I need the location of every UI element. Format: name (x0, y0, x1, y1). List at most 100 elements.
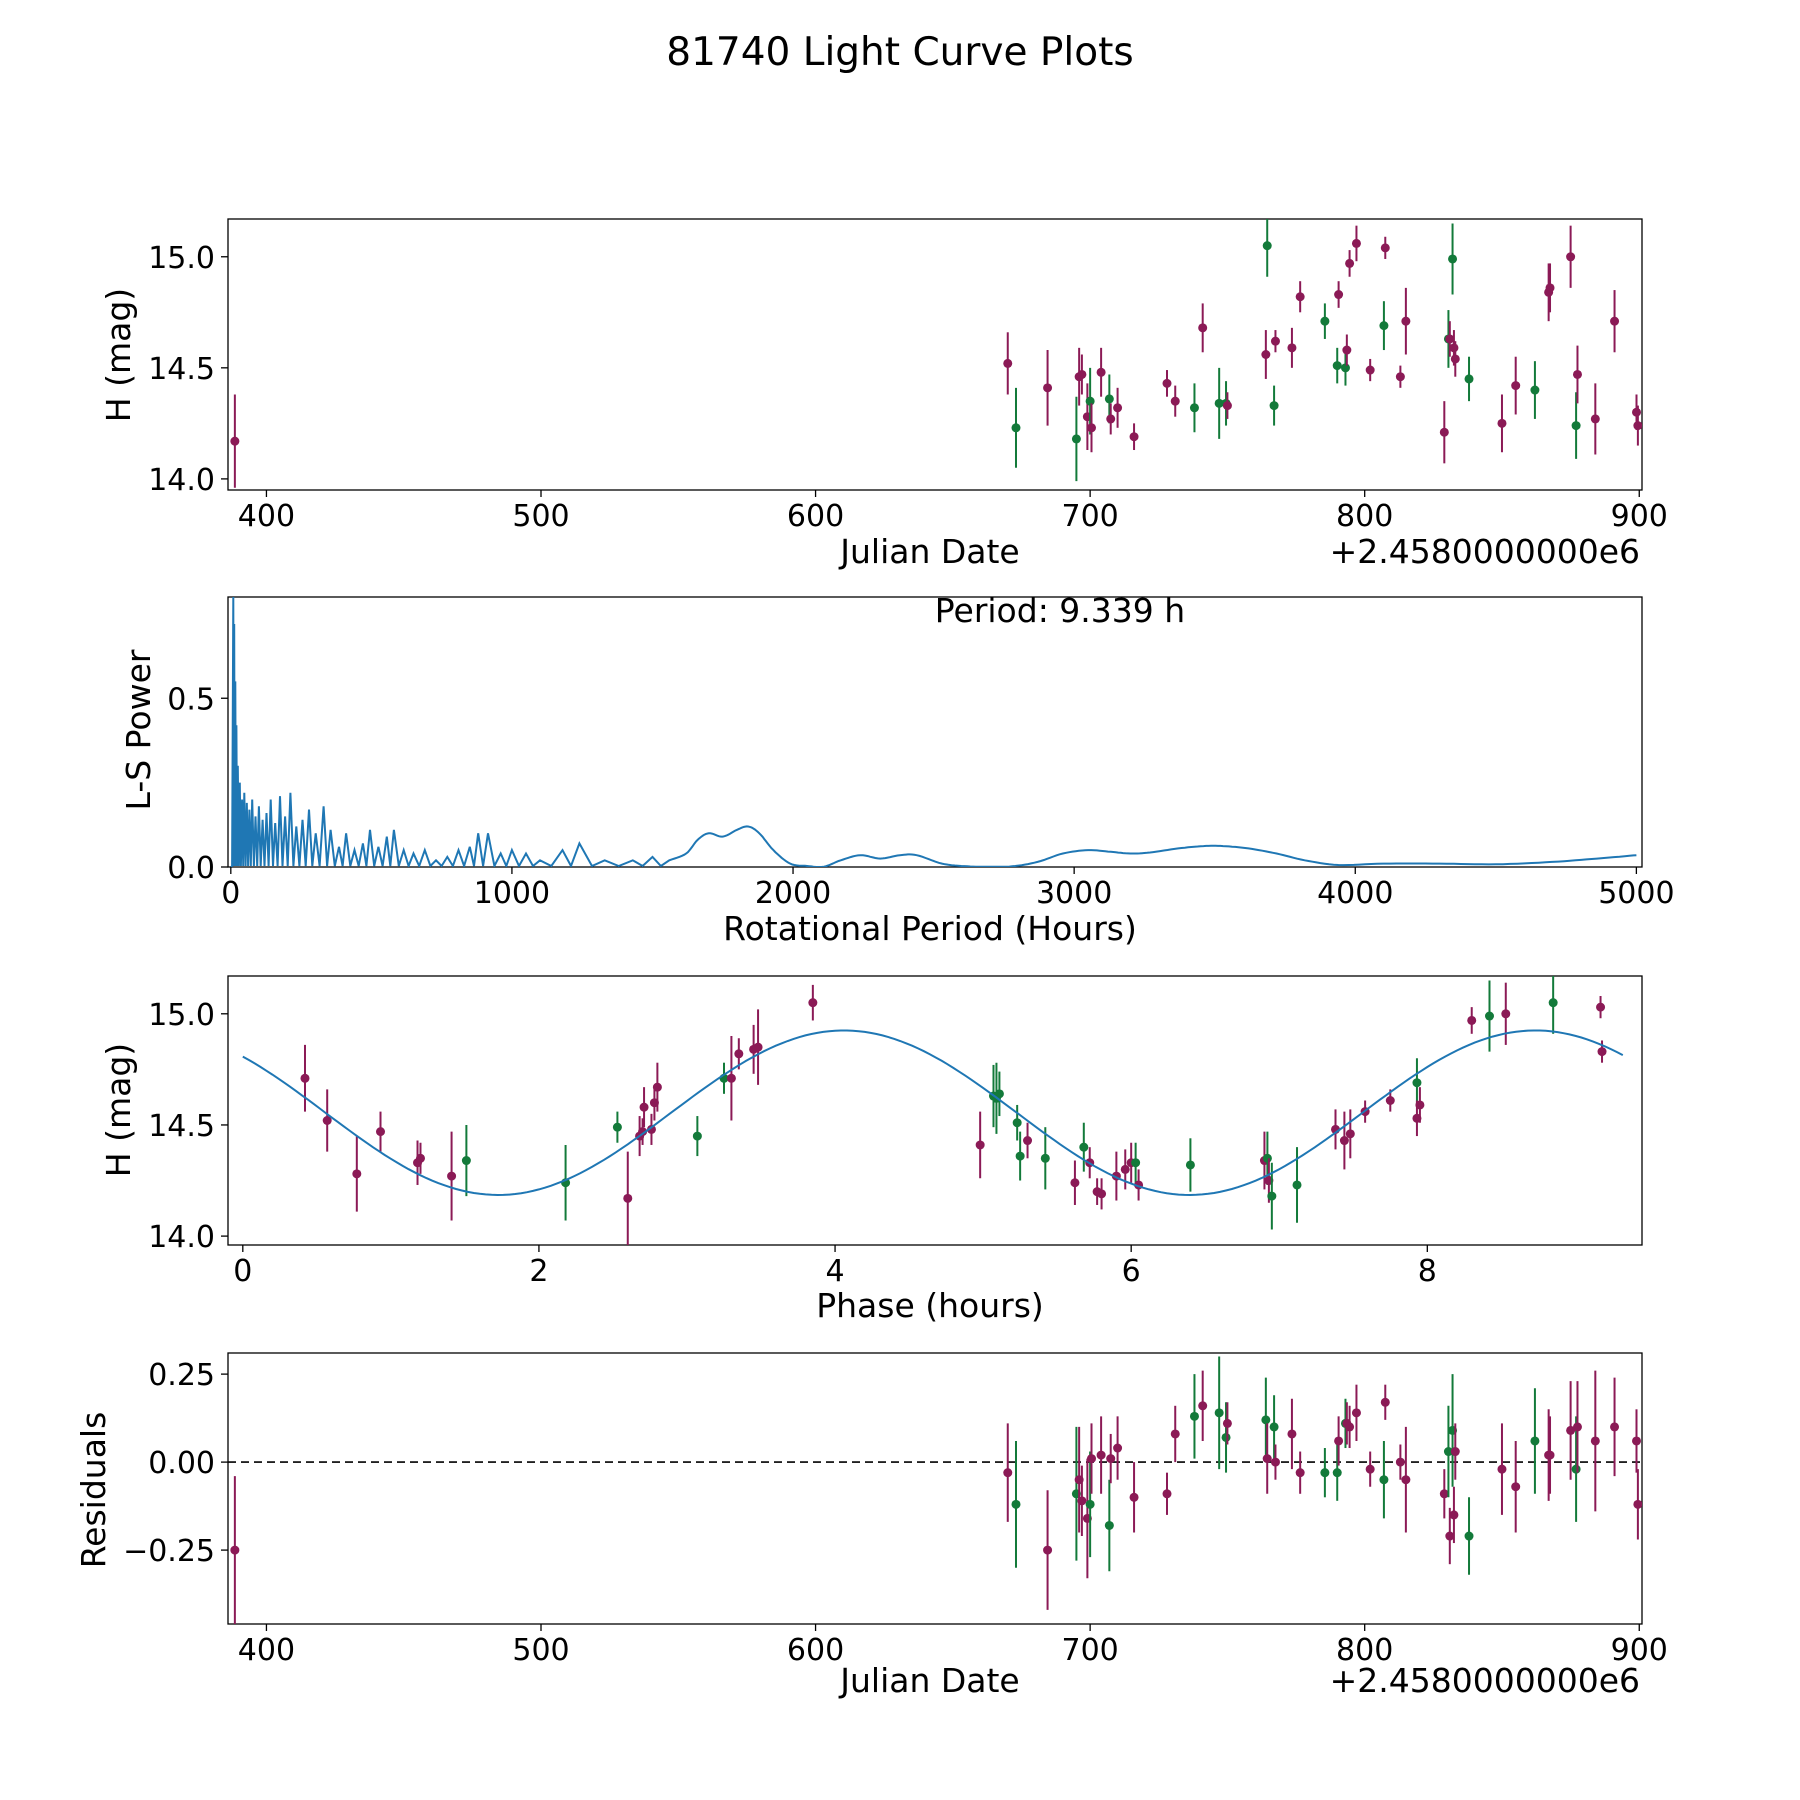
data-point (1292, 1180, 1302, 1190)
x-tick-label: 400 (238, 1633, 295, 1668)
data-point (1087, 1454, 1097, 1464)
data-point (1012, 1118, 1022, 1128)
data-point (1530, 385, 1540, 395)
data-point (1633, 421, 1642, 431)
data-point (300, 1073, 310, 1083)
x-tick-label: 1000 (474, 876, 550, 911)
data-point (1497, 418, 1507, 428)
x-tick-label: 2000 (755, 876, 831, 911)
data-point (1566, 1425, 1576, 1435)
data-point (1545, 283, 1555, 293)
data-point (612, 1122, 622, 1132)
data-point (230, 1545, 240, 1555)
plot-frame (227, 596, 1643, 868)
figure-title: 81740 Light Curve Plots (666, 30, 1133, 75)
data-point (1633, 1499, 1642, 1509)
data-point (1287, 343, 1297, 353)
y-tick-label: 0.25 (148, 1358, 215, 1393)
data-point (1632, 1436, 1642, 1446)
data-point (1214, 398, 1224, 408)
data-point (975, 1140, 985, 1150)
data-point (1365, 1464, 1375, 1474)
data-point (1401, 1475, 1411, 1485)
y-tick-label: 0.00 (148, 1446, 215, 1481)
x-tick-label: 6 (1122, 1254, 1141, 1289)
model-curve (242, 1029, 1624, 1197)
y-tick-label: 15.0 (148, 241, 215, 276)
data-point (1043, 383, 1053, 393)
data-point (1170, 1429, 1180, 1439)
data-point (1077, 1496, 1087, 1506)
data-point (1170, 396, 1180, 406)
data-point (322, 1116, 332, 1126)
data-point (1269, 401, 1279, 411)
data-point (1222, 401, 1232, 411)
data-point (1545, 1450, 1555, 1460)
data-layer (230, 219, 1642, 488)
data-layer (230, 1356, 1642, 1624)
residuals-xlabel: Julian Date (838, 1661, 1020, 1700)
data-point (1040, 1153, 1050, 1163)
data-point (1011, 423, 1021, 433)
data-point (1572, 1422, 1582, 1432)
data-point (1077, 369, 1087, 379)
periodogram-line (230, 597, 1637, 867)
x-tick-label: 0 (221, 876, 240, 911)
data-point (230, 436, 240, 446)
light-curve-offset-label: +2.4580000000e6 (1330, 532, 1640, 571)
data-point (639, 1102, 649, 1112)
data-point (1572, 369, 1582, 379)
x-tick-label: 800 (1336, 1633, 1393, 1668)
y-tick-label: 0.0 (167, 851, 215, 886)
y-tick-label: 0.5 (167, 682, 215, 717)
data-point (415, 1153, 425, 1163)
data-point (1270, 1457, 1280, 1467)
data-point (1610, 316, 1620, 326)
x-tick-label: 600 (787, 499, 844, 534)
data-point (1379, 321, 1389, 331)
data-point (1345, 1422, 1355, 1432)
x-tick-label: 400 (238, 499, 295, 534)
data-point (1345, 258, 1355, 268)
data-point (1222, 1418, 1232, 1428)
data-point (1104, 1520, 1114, 1530)
data-point (652, 1082, 662, 1092)
data-point (1106, 1454, 1116, 1464)
data-point (1043, 1545, 1053, 1555)
data-point (1610, 1422, 1620, 1432)
y-tick-label: 14.5 (148, 1109, 215, 1144)
x-tick-label: 4 (826, 1254, 845, 1289)
x-tick-label: 800 (1336, 499, 1393, 534)
residuals-offset-label: +2.4580000000e6 (1330, 1661, 1640, 1700)
data-point (376, 1127, 386, 1137)
periodogram-xlabel: Rotational Period (Hours) (723, 909, 1137, 948)
data-point (1015, 1151, 1025, 1161)
data-point (1511, 1482, 1521, 1492)
data-point (1597, 1047, 1607, 1057)
data-point (1632, 407, 1642, 417)
residuals-ylabel: Residuals (74, 1412, 113, 1569)
x-tick-label: 900 (1611, 499, 1668, 534)
x-tick-label: 2 (529, 1254, 548, 1289)
data-point (1340, 363, 1350, 373)
data-point (1566, 252, 1576, 262)
data-layer (242, 976, 1624, 1245)
data-point (1548, 998, 1558, 1008)
data-point (1596, 1002, 1606, 1012)
data-point (1365, 365, 1375, 375)
data-point (1295, 1468, 1305, 1478)
data-point (1113, 1443, 1123, 1453)
x-tick-label: 500 (512, 499, 569, 534)
data-point (1448, 254, 1458, 264)
phased-xlabel: Phase (hours) (816, 1286, 1044, 1325)
data-point (1162, 378, 1172, 388)
y-tick-label: 15.0 (148, 998, 215, 1033)
data-point (1395, 1457, 1405, 1467)
data-point (1079, 1142, 1089, 1152)
data-point (1270, 336, 1280, 346)
data-point (1185, 1160, 1195, 1170)
data-point (1449, 1510, 1459, 1520)
light-curve-xlabel: Julian Date (838, 532, 1020, 571)
data-point (1261, 350, 1271, 359)
data-point (1262, 1454, 1272, 1464)
